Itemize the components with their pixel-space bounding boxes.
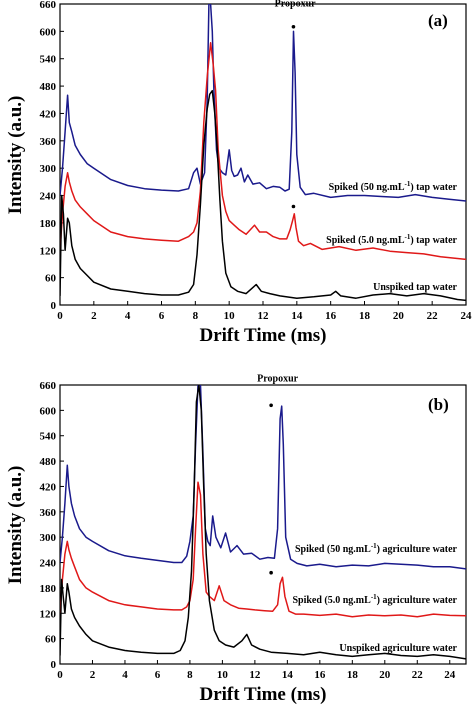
y-axis-title: Intensity (a.u.) [5,466,26,585]
series-label-0: Spiked (50 ng.mL-1) agriculture water [295,542,458,555]
x-tick-label: 14 [291,310,303,322]
x-tick-label: 22 [427,310,439,322]
series-line-0 [60,385,466,570]
panel-label: (a) [428,11,448,30]
series-lines [60,385,466,660]
y-tick-label: 480 [40,456,57,468]
series-label-2: Unspiked tap water [373,282,457,293]
series-label-1: Spiked (5.0 ng.mL-1) agriculture water [292,593,457,606]
y-tick-label: 240 [40,191,57,203]
y-tick-label: 420 [40,481,57,493]
x-tick-label: 4 [125,310,131,322]
x-tick-label: 16 [314,669,326,681]
x-tick-label: 0 [57,310,63,322]
x-tick-label: 6 [155,669,161,681]
x-tick-label: 24 [444,669,456,681]
annotations: Propoxur [275,0,316,209]
series-line-2 [60,89,466,302]
x-axis-title: Drift Time (ms) [200,684,327,705]
x-tick-label: 0 [57,669,63,681]
y-tick-label: 480 [40,81,57,93]
x-tick-label: 14 [282,669,294,681]
series-line-1 [60,481,466,618]
annotations: Propoxur [257,373,299,575]
y-axis: 0 60 120 180 240 300 360 420 480 540 600 660 [40,380,64,671]
y-tick-label: 60 [45,634,57,646]
series-line-1 [60,42,466,261]
annotation-label: Propoxur [257,373,298,384]
x-tick-label: 10 [217,669,229,681]
x-tick-label: 20 [393,310,405,322]
series-line-0 [60,4,466,202]
peak-marker-dot [291,204,296,209]
x-tick-label: 18 [347,669,359,681]
x-tick-label: 24 [461,310,473,322]
x-tick-label: 20 [379,669,391,681]
y-tick-label: 120 [40,608,57,620]
x-tick-label: 18 [359,310,371,322]
y-axis-title: Intensity (a.u.) [5,96,26,215]
x-tick-label: 16 [325,310,337,322]
y-tick-label: 180 [40,218,57,230]
y-tick-label: 0 [51,300,57,312]
x-axis-title: Drift Time (ms) [200,325,327,346]
x-tick-label: 12 [249,669,261,681]
y-tick-label: 120 [40,245,57,257]
y-axis: 0 60 120 180 240 300 360 420 480 540 600 660 [40,0,64,312]
y-tick-label: 660 [40,0,57,11]
y-tick-label: 60 [45,273,57,285]
plot-frame [59,3,467,306]
y-tick-label: 540 [40,54,57,66]
x-tick-label: 4 [122,669,128,681]
x-tick-label: 10 [224,310,236,322]
y-tick-label: 180 [40,583,57,595]
x-axis: 0 2 4 6 8 10 12 14 16 18 20 22 24 [57,660,456,681]
x-tick-label: 2 [90,669,96,681]
peak-marker-dot [269,570,273,575]
panel-label: (b) [428,395,449,414]
peak-marker-dot [269,403,273,408]
y-tick-label: 600 [40,405,57,417]
y-tick-label: 540 [40,431,57,443]
x-tick-label: 12 [258,310,270,322]
x-axis: 0 2 4 6 8 10 12 14 16 18 20 22 24 [57,301,472,322]
y-tick-label: 240 [40,558,57,570]
x-tick-label: 8 [193,310,199,322]
peak-marker-dot [291,25,296,29]
y-tick-label: 360 [40,507,57,519]
series-lines [60,4,466,302]
y-tick-label: 600 [40,26,57,38]
x-tick-label: 6 [159,310,165,322]
y-tick-label: 0 [51,659,57,671]
x-tick-label: 8 [187,669,193,681]
plot-frame [59,384,467,665]
x-tick-label: 22 [412,669,424,681]
series-labels: Spiked (50 ng.mL-1) agriculture water Spi… [292,542,457,654]
y-tick-label: 420 [40,108,57,120]
series-label-2: Unspiked agriculture water [339,643,457,654]
y-tick-label: 300 [40,163,57,175]
x-tick-label: 2 [91,310,97,322]
series-label-1: Spiked (5.0 ng.mL-1) tap water [326,233,457,246]
annotation-label: Propoxur [275,0,316,10]
y-tick-label: 360 [40,136,57,148]
y-tick-label: 300 [40,532,57,544]
y-tick-label: 660 [40,380,57,392]
series-line-2 [60,385,466,660]
series-label-0: Spiked (50 ng.mL-1) tap water [329,180,458,193]
series-labels: Spiked (50 ng.mL-1) tap water Spiked (5.0… [326,180,457,293]
